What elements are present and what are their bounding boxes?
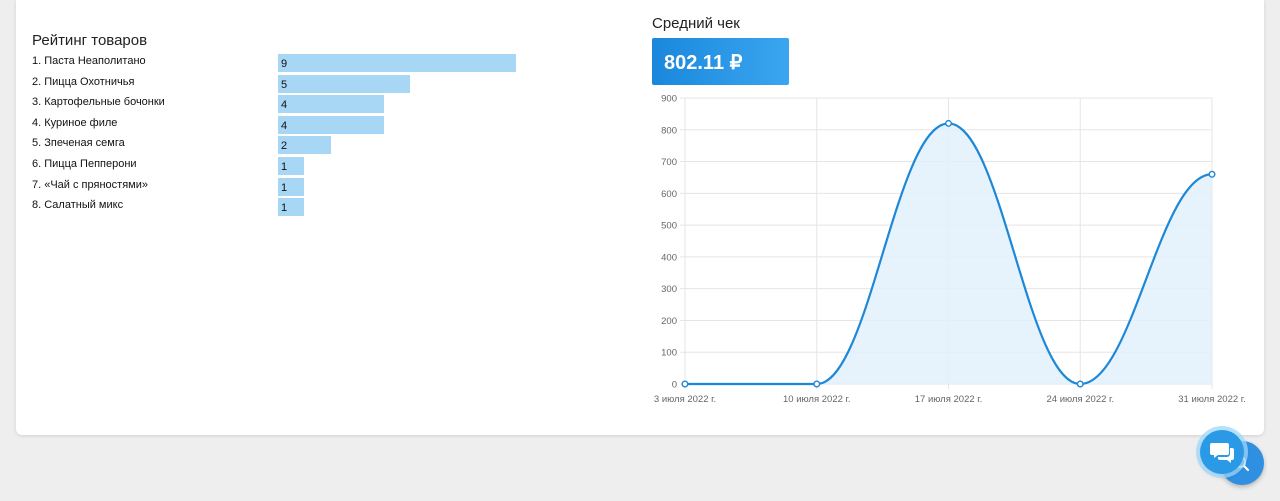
y-tick-label: 400 xyxy=(661,252,677,263)
ranking-bar-value: 4 xyxy=(281,99,288,112)
ranking-bar-value: 5 xyxy=(281,78,288,91)
x-tick-label: 31 июля 2022 г. xyxy=(1178,394,1245,405)
average-check-title: Средний чек xyxy=(652,15,740,32)
ranking-item-name: 2. Пицца Охотничья xyxy=(32,75,135,88)
ranking-item-name: 7. «Чай с пряностями» xyxy=(32,178,148,191)
data-point xyxy=(1076,380,1084,388)
y-tick-label: 600 xyxy=(661,189,677,200)
ranking-bar-value: 1 xyxy=(281,202,288,215)
ranking-bar: 5 xyxy=(278,74,410,93)
ranking-bar: 1 xyxy=(278,177,304,196)
y-tick-label: 300 xyxy=(661,284,677,295)
y-tick-label: 500 xyxy=(661,221,677,232)
ranking-bar: 4 xyxy=(278,95,384,114)
average-check-value: 802.11 ₽ xyxy=(664,52,743,74)
average-check-box: 802.11 ₽ xyxy=(652,38,789,85)
ranking-title: Рейтинг товаров xyxy=(32,32,148,49)
ranking-item-name: 4. Куриное филе xyxy=(32,116,118,129)
y-tick-label: 800 xyxy=(661,125,677,136)
y-tick-label: 100 xyxy=(661,348,677,359)
average-check-chart: 0 100 200 300 400 500 600 700 800 900 3 июля 2022 … xyxy=(654,94,1246,406)
y-tick-label: 700 xyxy=(661,157,677,168)
ranking-bar-value: 2 xyxy=(281,140,288,153)
data-point xyxy=(681,380,689,388)
ranking-bar: 1 xyxy=(278,156,304,175)
series-area xyxy=(685,123,1212,384)
ranking-bar: 9 xyxy=(278,54,516,72)
ranking-item-name: 6. Пицца Пепперони xyxy=(32,157,137,170)
ranking-item-name: 1. Паста Неаполитано xyxy=(32,55,146,67)
ranking-item-name: 5. Зпеченая семга xyxy=(32,137,125,150)
ranking-bar-value: 1 xyxy=(281,160,288,173)
ranking-bar: 1 xyxy=(278,198,304,217)
y-tick-label: 900 xyxy=(661,94,677,105)
chat-icon xyxy=(1210,443,1234,463)
x-tick-label: 3 июля 2022 г. xyxy=(654,394,716,405)
dashboard-card xyxy=(16,0,1264,435)
data-point xyxy=(945,119,953,127)
ranking-bar-value: 1 xyxy=(281,181,288,194)
x-tick-label: 10 июля 2022 г. xyxy=(783,394,850,405)
ranking-bar-value: 4 xyxy=(281,119,288,132)
x-tick-label: 17 июля 2022 г. xyxy=(915,394,982,405)
ranking-item-name: 8. Салатный микс xyxy=(32,199,124,212)
ranking-bar: 2 xyxy=(278,136,331,155)
chat-button[interactable] xyxy=(1200,430,1244,474)
data-point xyxy=(813,380,821,388)
ranking-bar-value: 9 xyxy=(281,58,288,70)
y-tick-label: 200 xyxy=(661,316,677,327)
y-tick-label: 0 xyxy=(672,380,677,391)
ranking-item-name: 3. Картофельные бочонки xyxy=(32,96,165,109)
x-tick-label: 24 июля 2022 г. xyxy=(1047,394,1114,405)
ranking-bar: 4 xyxy=(278,115,384,134)
data-point xyxy=(1208,170,1216,178)
